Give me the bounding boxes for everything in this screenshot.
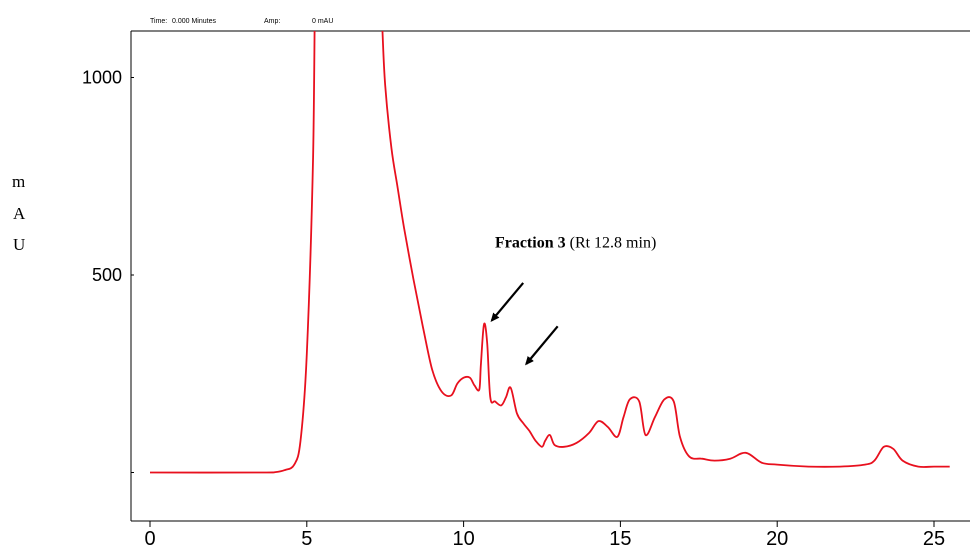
y-tick-label: 500 [92, 265, 122, 285]
amp-label: Amp: [264, 18, 280, 25]
y-axis-label-m: m [12, 172, 25, 191]
x-tick-label: 10 [452, 528, 474, 545]
x-tick-label: 0 [144, 528, 155, 545]
x-tick-label: 25 [923, 528, 945, 545]
fraction-annotation-rt: (Rt 12.8 min) [566, 234, 657, 251]
x-tick-label: 20 [766, 528, 788, 545]
fraction-annotation-label: Fraction 3 [495, 234, 566, 251]
annotation-arrow [525, 325, 559, 366]
time-value: 0.000 Minutes [172, 18, 216, 25]
y-axis-label-a: A [13, 204, 26, 223]
time-label: Time: [150, 18, 167, 25]
fraction-annotation: Fraction 3 (Rt 12.8 min) [495, 234, 656, 251]
chromatogram-trace [149, 31, 950, 474]
series-group [149, 31, 950, 474]
annotations-group: Fraction 3 (Rt 12.8 min) [490, 234, 656, 366]
x-tick-label: 5 [301, 528, 312, 545]
amp-value: 0 mAU [312, 18, 333, 25]
axis-ticks-group: 0 5 10 15 20 25 500 1000 [82, 68, 945, 545]
annotation-arrow [490, 282, 525, 322]
y-tick-label: 1000 [82, 68, 122, 88]
y-axis-label-u: U [13, 235, 25, 254]
x-tick-label: 15 [609, 528, 631, 545]
